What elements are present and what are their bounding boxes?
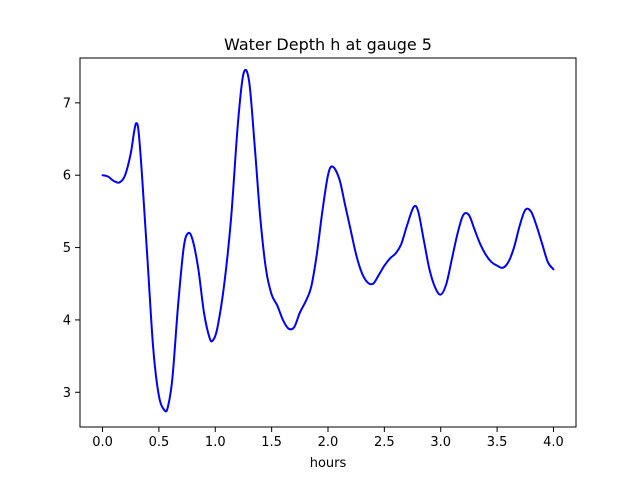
- plot-area: [101, 68, 555, 413]
- y-tick-label: 3: [63, 386, 71, 401]
- x-tick-label: 0.5: [149, 435, 170, 450]
- plot-frame: [79, 57, 577, 428]
- y-tick-label: 4: [63, 313, 71, 328]
- x-tick-label: 0.0: [92, 435, 113, 450]
- x-tick-label: 3.0: [430, 435, 451, 450]
- chart-title: Water Depth h at gauge 5: [224, 35, 432, 54]
- x-tick-label: 4.0: [543, 435, 564, 450]
- x-tick-label: 1.5: [261, 435, 282, 450]
- series-line-0: [101, 68, 555, 413]
- y-tick-label: 7: [63, 96, 71, 111]
- x-tick-label: 2.5: [374, 435, 395, 450]
- x-tick-label: 3.5: [487, 435, 508, 450]
- y-tick-label: 6: [63, 169, 71, 184]
- y-tick-label: 5: [63, 241, 71, 256]
- x-tick-label: 2.0: [318, 435, 339, 450]
- y-axis: 3 4 5 6 7: [63, 96, 80, 401]
- x-tick-label: 1.0: [205, 435, 226, 450]
- x-axis-label: hours: [310, 456, 347, 471]
- x-axis: 0.0 0.5 1.0 1.5 2.0 2.5 3.0 3.5 4.0: [92, 427, 564, 450]
